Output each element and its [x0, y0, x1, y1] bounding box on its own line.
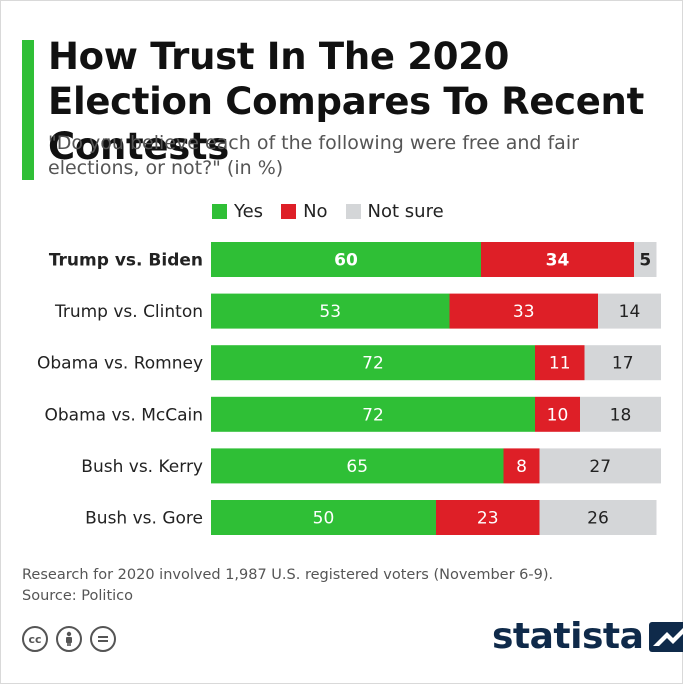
- category-label-bush-vs-kerry: Bush vs. Kerry: [81, 457, 203, 477]
- cc-icon[interactable]: cc: [22, 626, 48, 652]
- bar-trump-vs-biden-no: [481, 242, 634, 277]
- data-label-bush-vs-kerry-not-sure: 27: [589, 457, 611, 477]
- data-label-trump-vs-biden-not-sure: 5: [639, 251, 651, 271]
- data-label-trump-vs-clinton-not-sure: 14: [619, 302, 641, 322]
- license-icons: cc: [22, 626, 124, 652]
- data-label-bush-vs-kerry-no: 8: [516, 457, 527, 477]
- category-label-obama-vs-mccain: Obama vs. McCain: [45, 405, 204, 425]
- bar-obama-vs-romney-no: [535, 345, 585, 381]
- bar-obama-vs-mccain-not-sure: [580, 396, 661, 432]
- title-accent-bar: [22, 40, 34, 180]
- bar-trump-vs-biden-not-sure: [634, 242, 657, 277]
- legend-item-not-sure: Not sure: [345, 200, 444, 222]
- data-label-bush-vs-gore-not-sure: 26: [587, 509, 609, 529]
- bar-bush-vs-gore-yes: [211, 500, 436, 535]
- legend-swatch-no: [281, 203, 297, 219]
- bar-bush-vs-kerry-no: [503, 448, 540, 484]
- equals-icon: [98, 636, 108, 642]
- category-label-trump-vs-clinton: Trump vs. Clinton: [54, 302, 203, 322]
- bar-trump-vs-clinton-not-sure: [598, 293, 661, 329]
- bar-trump-vs-clinton-yes: [211, 293, 450, 329]
- attribution-icon[interactable]: [56, 626, 82, 652]
- category-label-obama-vs-romney: Obama vs. Romney: [37, 354, 203, 374]
- source-note: Source: Politico: [22, 588, 134, 604]
- data-label-trump-vs-clinton-no: 33: [513, 302, 535, 322]
- data-label-trump-vs-biden-no: 34: [546, 251, 570, 271]
- legend-label-not-sure: Not sure: [367, 200, 444, 222]
- bar-trump-vs-clinton-no: [449, 293, 598, 329]
- data-label-bush-vs-gore-yes: 50: [313, 509, 335, 529]
- bar-obama-vs-mccain-yes: [211, 396, 535, 432]
- data-label-bush-vs-kerry-yes: 65: [346, 457, 368, 477]
- bar-obama-vs-mccain-no: [535, 396, 580, 432]
- bar-obama-vs-romney-yes: [211, 345, 535, 381]
- bar-obama-vs-romney-not-sure: [584, 345, 661, 381]
- legend-swatch-yes: [212, 203, 227, 219]
- bar-bush-vs-kerry-yes: [211, 448, 504, 484]
- data-label-obama-vs-romney-yes: 72: [362, 354, 384, 374]
- statista-wordmark: statista: [492, 616, 644, 657]
- bar-trump-vs-biden-yes: [211, 242, 481, 277]
- attribution-person-icon: [66, 631, 72, 646]
- bar-bush-vs-kerry-not-sure: [539, 448, 661, 484]
- chart-legend: Yes No Not sure: [212, 199, 462, 223]
- legend-item-yes: Yes: [212, 201, 263, 222]
- data-label-obama-vs-mccain-no: 10: [547, 405, 569, 425]
- category-label-trump-vs-biden: Trump vs. Biden: [49, 251, 203, 271]
- legend-item-no: No: [281, 200, 328, 222]
- bar-bush-vs-gore-no: [436, 500, 540, 535]
- category-label-bush-vs-gore: Bush vs. Gore: [85, 509, 203, 529]
- legend-label-yes: Yes: [234, 200, 264, 222]
- data-label-obama-vs-mccain-yes: 72: [362, 405, 384, 425]
- statista-logo-icon: [649, 621, 683, 652]
- bar-bush-vs-gore-not-sure: [539, 500, 657, 535]
- research-note: Research for 2020 involved 1,987 U.S. re…: [22, 567, 554, 583]
- data-label-obama-vs-romney-not-sure: 17: [612, 354, 634, 374]
- chart-subtitle: "Do you believe each of the following we…: [48, 132, 579, 179]
- legend-swatch-not-sure: [345, 203, 361, 219]
- stacked-bar-chart: Trump vs. Biden 60 34 5 Trump vs. Clinton 53 3…: [37, 242, 661, 535]
- chart-footnote: Research for 2020 involved 1,987 U.S. re…: [22, 565, 662, 607]
- data-label-obama-vs-mccain-not-sure: 18: [610, 405, 632, 425]
- data-label-obama-vs-romney-no: 11: [549, 354, 571, 374]
- statista-brand[interactable]: statista: [492, 616, 683, 657]
- legend-label-no: No: [303, 200, 328, 222]
- data-label-trump-vs-clinton-yes: 53: [319, 302, 341, 322]
- no-derivatives-icon[interactable]: [90, 626, 116, 652]
- data-label-bush-vs-gore-no: 23: [477, 509, 499, 529]
- chart-title: How Trust In The 2020 Election Compares …: [48, 35, 644, 168]
- data-label-trump-vs-biden-yes: 60: [334, 251, 358, 271]
